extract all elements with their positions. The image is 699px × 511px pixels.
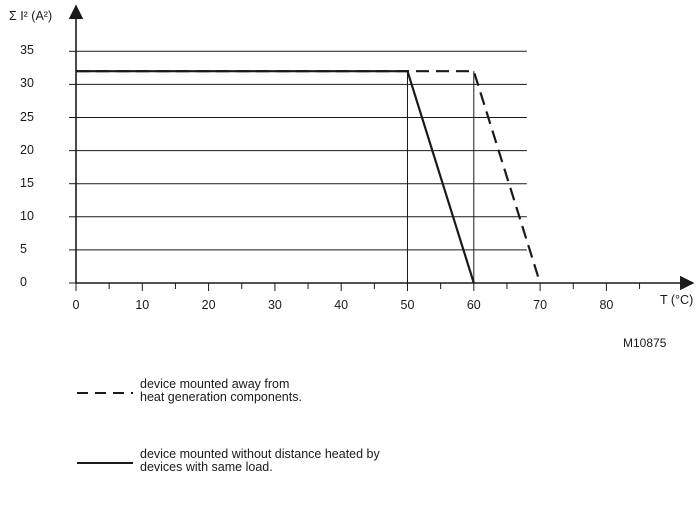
y-axis-label: Σ I² (A²): [9, 9, 53, 23]
legend-label-solid-line1: device mounted without distance heated b…: [140, 447, 380, 461]
figure-id: M10875: [623, 336, 667, 350]
legend-label-dashed: device mounted away from heat generation…: [140, 378, 302, 404]
y-tick-label-35: 35: [20, 43, 34, 58]
y-tick-label-10: 10: [20, 208, 34, 223]
x-tick-label-0: 0: [72, 298, 80, 312]
y-tick-label-30: 30: [20, 76, 34, 91]
legend-label-solid-line2: devices with same load.: [140, 460, 273, 474]
legend-swatch-solid: [77, 462, 133, 464]
x-tick-label-50: 50: [400, 298, 415, 312]
legend-swatch-dashed: [77, 392, 133, 394]
x-axis-label: T (°C): [660, 293, 694, 307]
legend-label-dashed-line1: device mounted away from: [140, 377, 290, 391]
x-tick-label-80: 80: [599, 298, 614, 312]
x-tick-label-10: 10: [135, 298, 150, 312]
x-tick-label-30: 30: [267, 298, 282, 312]
legend-item-dashed: device mounted away from heat generation…: [76, 378, 302, 408]
legend-label-dashed-line2: heat generation components.: [140, 390, 302, 404]
axes: [68, 4, 695, 291]
x-tick-label-70: 70: [533, 298, 548, 312]
y-tick-label-20: 20: [20, 142, 34, 157]
legend-item-solid: device mounted without distance heated b…: [76, 448, 380, 478]
series-group: [76, 70, 542, 284]
y-tick-label-25: 25: [20, 109, 34, 124]
y-tick-label-15: 15: [20, 175, 34, 190]
series-solid-line: [76, 70, 475, 284]
x-tick-label-40: 40: [334, 298, 349, 312]
x-tick-label-20: 20: [201, 298, 216, 312]
grid-lines: [76, 50, 527, 251]
x-tick-label-60: 60: [466, 298, 481, 312]
legend-label-solid: device mounted without distance heated b…: [140, 448, 380, 474]
vertical-markers: [407, 71, 475, 283]
y-tick-label-5: 5: [20, 241, 27, 256]
y-tick-label-0: 0: [20, 275, 27, 289]
series-dashed-line: [76, 70, 542, 284]
